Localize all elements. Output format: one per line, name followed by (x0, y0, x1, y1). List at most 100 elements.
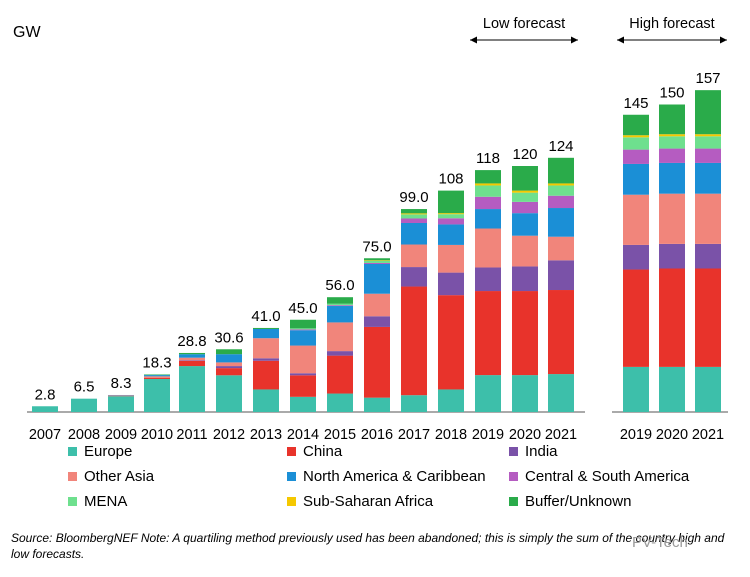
legend-swatch (68, 496, 77, 506)
bar-segment-india-13 (512, 266, 538, 292)
bar-segment-other-asia-14 (548, 236, 574, 261)
legend-label: North America & Caribbean (303, 467, 486, 485)
bar-segment-buffer-unknown-16 (659, 104, 685, 135)
x-tick-label-16: 2020 (656, 427, 688, 443)
legend-item-central-south-america: Central & South America (509, 465, 689, 487)
bar-segment-north-america-caribbean-5 (216, 354, 242, 363)
x-tick-label-5: 2012 (213, 427, 245, 443)
bar-segment-sub-saharan-africa-15 (623, 135, 649, 138)
bar-segment-buffer-unknown-15 (623, 114, 649, 136)
bar-segment-europe-16 (659, 366, 685, 412)
x-tick-label-0: 2007 (29, 427, 61, 443)
bar-segment-sub-saharan-africa-9 (364, 260, 390, 261)
forecast-arrowhead-right-1 (720, 36, 727, 44)
bar-segment-north-america-caribbean-9 (364, 263, 390, 294)
bar-segment-central-south-america-15 (623, 149, 649, 164)
bar-segment-china-5 (216, 368, 242, 376)
forecast-group-label-0: Low forecast (483, 16, 565, 32)
legend-label: Europe (84, 442, 133, 460)
bar-segment-north-america-caribbean-6 (253, 328, 279, 339)
x-tick-label-8: 2015 (324, 427, 356, 443)
bar-segment-china-12 (475, 291, 501, 376)
x-tick-label-13: 2020 (509, 427, 541, 443)
bar-segment-buffer-unknown-7 (290, 319, 316, 329)
bar-segment-other-asia-13 (512, 235, 538, 267)
bar-total-label-7: 45.0 (288, 300, 317, 317)
bars (32, 90, 721, 412)
bar-segment-china-7 (290, 375, 316, 397)
x-tick-label-1: 2008 (68, 427, 100, 443)
bar-total-label-5: 30.6 (214, 329, 243, 346)
x-tick-label-15: 2019 (620, 427, 652, 443)
x-tick-labels: 2007 2008 2009 2010 2011 2012 2013 2014 2015 2016… (29, 427, 724, 443)
legend-swatch (287, 496, 296, 506)
bar-segment-europe-9 (364, 397, 390, 412)
x-tick-label-2: 2009 (105, 427, 137, 443)
bar-segment-buffer-unknown-10 (401, 209, 427, 214)
legend-label: MENA (84, 492, 128, 510)
bar-total-label-0: 2.8 (35, 386, 56, 403)
bar-total-label-12: 118 (476, 150, 500, 167)
legend-label: Other Asia (84, 467, 155, 485)
legend-item-europe: Europe (68, 440, 132, 462)
bar-segment-china-10 (401, 286, 427, 396)
bar-segment-india-8 (327, 351, 353, 356)
bar-segment-china-4 (179, 360, 205, 367)
bar-segment-china-14 (548, 290, 574, 375)
forecast-arrowhead-left-1 (617, 36, 624, 44)
bar-total-label-17: 157 (695, 70, 720, 87)
bar-segment-europe-3 (144, 378, 170, 412)
x-tick-label-10: 2017 (398, 427, 430, 443)
source-note: Source: BloombergNEF Note: A quartiling … (11, 531, 725, 561)
bar-segment-china-11 (438, 295, 464, 390)
bar-segment-north-america-caribbean-8 (327, 306, 353, 323)
bar-segment-north-america-caribbean-12 (475, 209, 501, 229)
bar-segment-mena-14 (548, 185, 574, 196)
bar-segment-north-america-caribbean-16 (659, 162, 685, 194)
bar-total-label-2: 8.3 (111, 375, 132, 392)
bar-segment-europe-13 (512, 375, 538, 412)
bar-segment-mena-17 (695, 136, 721, 149)
bar-segment-central-south-america-10 (401, 218, 427, 223)
bar-segment-other-asia-7 (290, 345, 316, 374)
bar-segment-mena-9 (364, 260, 390, 263)
bar-segment-mena-16 (659, 136, 685, 149)
bar-segment-other-asia-10 (401, 244, 427, 268)
legend-swatch (287, 471, 296, 481)
bar-segment-india-5 (216, 366, 242, 369)
bar-segment-central-south-america-17 (695, 148, 721, 163)
x-tick-label-6: 2013 (250, 427, 282, 443)
legend-item-india: India (509, 440, 558, 462)
bar-segment-other-asia-17 (695, 193, 721, 244)
bar-segment-other-asia-16 (659, 193, 685, 244)
legend-label: China (303, 442, 343, 460)
bar-segment-central-south-america-8 (327, 305, 353, 307)
legend-label: Buffer/Unknown (525, 492, 632, 510)
legend-item-mena: MENA (68, 490, 127, 512)
bar-segment-other-asia-4 (179, 357, 205, 361)
bar-total-label-8: 56.0 (325, 277, 354, 294)
bar-segment-india-7 (290, 373, 316, 376)
bar-segment-central-south-america-14 (548, 195, 574, 209)
legend-swatch (509, 496, 518, 506)
bar-total-label-6: 41.0 (251, 308, 280, 325)
bar-segment-china-15 (623, 269, 649, 367)
bar-segment-sub-saharan-africa-12 (475, 183, 501, 186)
bar-segment-buffer-unknown-6 (253, 327, 279, 329)
bar-segment-mena-11 (438, 214, 464, 219)
bar-segment-north-america-caribbean-17 (695, 162, 721, 194)
legend-swatch (509, 471, 518, 481)
bar-segment-sub-saharan-africa-10 (401, 213, 427, 215)
bar-segment-other-asia-5 (216, 362, 242, 367)
bar-total-label-3: 18.3 (142, 354, 171, 371)
bar-segment-sub-saharan-africa-13 (512, 190, 538, 193)
legend-item-china: China (287, 440, 342, 462)
forecast-group-label-1: High forecast (629, 16, 714, 32)
legend-item-sub-saharan-africa: Sub-Saharan Africa (287, 490, 433, 512)
bar-segment-central-south-america-12 (475, 196, 501, 210)
x-tick-label-4: 2011 (176, 427, 207, 443)
bar-segment-europe-15 (623, 366, 649, 412)
legend: Europe China India Other Asia North America … (0, 443, 750, 526)
